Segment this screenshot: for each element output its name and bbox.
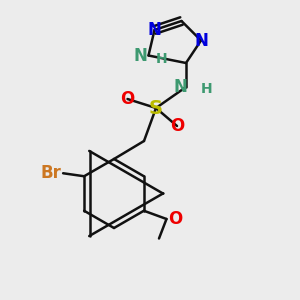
Text: H: H — [156, 52, 168, 65]
Text: Br: Br — [41, 164, 62, 182]
Text: O: O — [170, 117, 184, 135]
Text: S: S — [149, 98, 163, 118]
Text: N: N — [174, 78, 188, 96]
Text: N: N — [133, 46, 147, 64]
Text: O: O — [168, 210, 182, 228]
Text: H: H — [201, 82, 213, 96]
Text: N: N — [194, 32, 208, 50]
Text: N: N — [148, 21, 161, 39]
Text: O: O — [120, 90, 135, 108]
